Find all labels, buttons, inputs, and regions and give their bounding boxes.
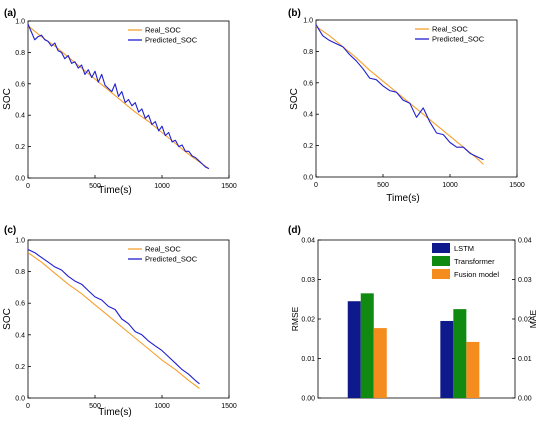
chart-panel-2: (b) 0.0 0.2 0.4 0.6 0.8 1.0 0 500 1000 1500 Time(s)… [288,8,525,204]
x-tick-label: 500 [89,183,101,190]
legend-swatch [432,256,450,266]
series-line-predicted-soc [27,23,210,170]
chart-panel-1: (a) 0.0 0.2 0.4 0.6 0.8 1.0 0 500 1000 1500 Time(s)… [2,8,237,196]
x-tick-label: 1500 [509,182,525,189]
x-tick-label: 0 [26,183,30,190]
x-tick-label: 0 [314,182,318,189]
x-tick-label: 1000 [154,183,170,190]
y-tick-label-right: 0.04 [518,238,532,245]
legend-swatch [432,269,450,279]
bar-mae-fusion-model [466,341,480,398]
x-tick-label: 1000 [442,182,458,189]
y-tick-label: 0.0 [303,175,313,182]
chart-panel-4: (d) 0.00 0.00 0.01 0.01 0.02 0.02 0.03 0.03 0.04 0… [288,225,538,403]
y-tick-label: 0.6 [303,80,313,87]
y-tick-label: 0.02 [301,317,315,324]
y-tick-label: 0.8 [303,49,313,56]
x-tick-label: 0 [26,403,30,410]
plot-frame [315,19,518,178]
series-line-predicted-soc [315,24,484,161]
x-tick-label: 500 [89,403,101,410]
legend-label: LSTM [454,244,474,253]
y-tick-label: 1.0 [303,18,313,25]
legend-swatch [432,243,450,253]
y-tick-label: 0.2 [15,144,25,151]
legend-label: Fusion model [454,270,499,279]
legend-label: Transformer [454,257,495,266]
y-tick-label: 0.01 [301,356,315,363]
panel-tag: (c) [4,225,16,236]
legend-label: Predicted_SOC [145,36,198,45]
y-tick-label: 0.6 [15,81,25,88]
series-line-predicted-soc [27,249,200,385]
bar-rmse-lstm [347,301,361,398]
y-axis-label: SOC [2,308,13,330]
y-tick-label: 0.04 [301,238,315,245]
y-axis-label: SOC [2,88,13,110]
legend-label: Real_SOC [145,26,181,35]
bar-mae-lstm [440,320,454,398]
y-tick-label: 0.4 [15,113,25,120]
x-tick-label: 500 [377,182,389,189]
y-tick-label: 0.6 [15,301,25,308]
y-tick-label: 0.8 [15,269,25,276]
plot-frame [27,239,230,399]
y-tick-label: 0.0 [15,396,25,403]
y-tick-label: 0.4 [303,112,313,119]
y-tick-label: 0.4 [15,332,25,339]
legend-label: Real_SOC [432,25,468,34]
y-tick-label-right: 0.02 [518,317,532,324]
y-tick-label: 0.2 [15,364,25,371]
legend-label: Predicted_SOC [145,255,198,264]
y-tick-label-right: 0.00 [518,396,532,403]
plot-frame [27,20,230,179]
x-axis-label: Time(s) [386,193,420,204]
y-tick-label: 0.00 [301,396,315,403]
y-tick-label: 0.03 [301,277,315,284]
x-tick-label: 1500 [221,403,237,410]
legend-label: Predicted_SOC [432,35,485,44]
x-tick-label: 1500 [221,183,237,190]
series-line-real-soc [27,252,200,389]
y-axis-label: SOC [289,88,300,110]
panel-tag: (b) [288,8,301,19]
bar-rmse-fusion-model [373,328,387,398]
legend-label: Real_SOC [145,245,181,254]
y-axis-label: RMSE [290,306,300,331]
bar-mae-transformer [453,309,467,398]
x-axis-label: Time(s) [98,185,132,196]
bar-rmse-transformer [360,293,374,398]
y-axis-label-right: MAE [528,309,538,328]
y-tick-label: 1.0 [15,238,25,245]
y-tick-label-right: 0.01 [518,356,532,363]
chart-panel-3: (c) 0.0 0.2 0.4 0.6 0.8 1.0 0 500 1000 1500 Time(s)… [2,225,237,418]
y-tick-label: 0.2 [303,143,313,150]
series-line-real-soc [27,25,210,170]
y-tick-label: 0.0 [15,176,25,183]
panel-tag: (a) [4,8,16,19]
x-axis-label: Time(s) [98,407,132,418]
x-tick-label: 1000 [154,403,170,410]
panel-tag: (d) [288,225,301,236]
y-tick-label: 1.0 [15,19,25,26]
y-tick-label: 0.8 [15,50,25,57]
y-tick-label-right: 0.03 [518,277,532,284]
